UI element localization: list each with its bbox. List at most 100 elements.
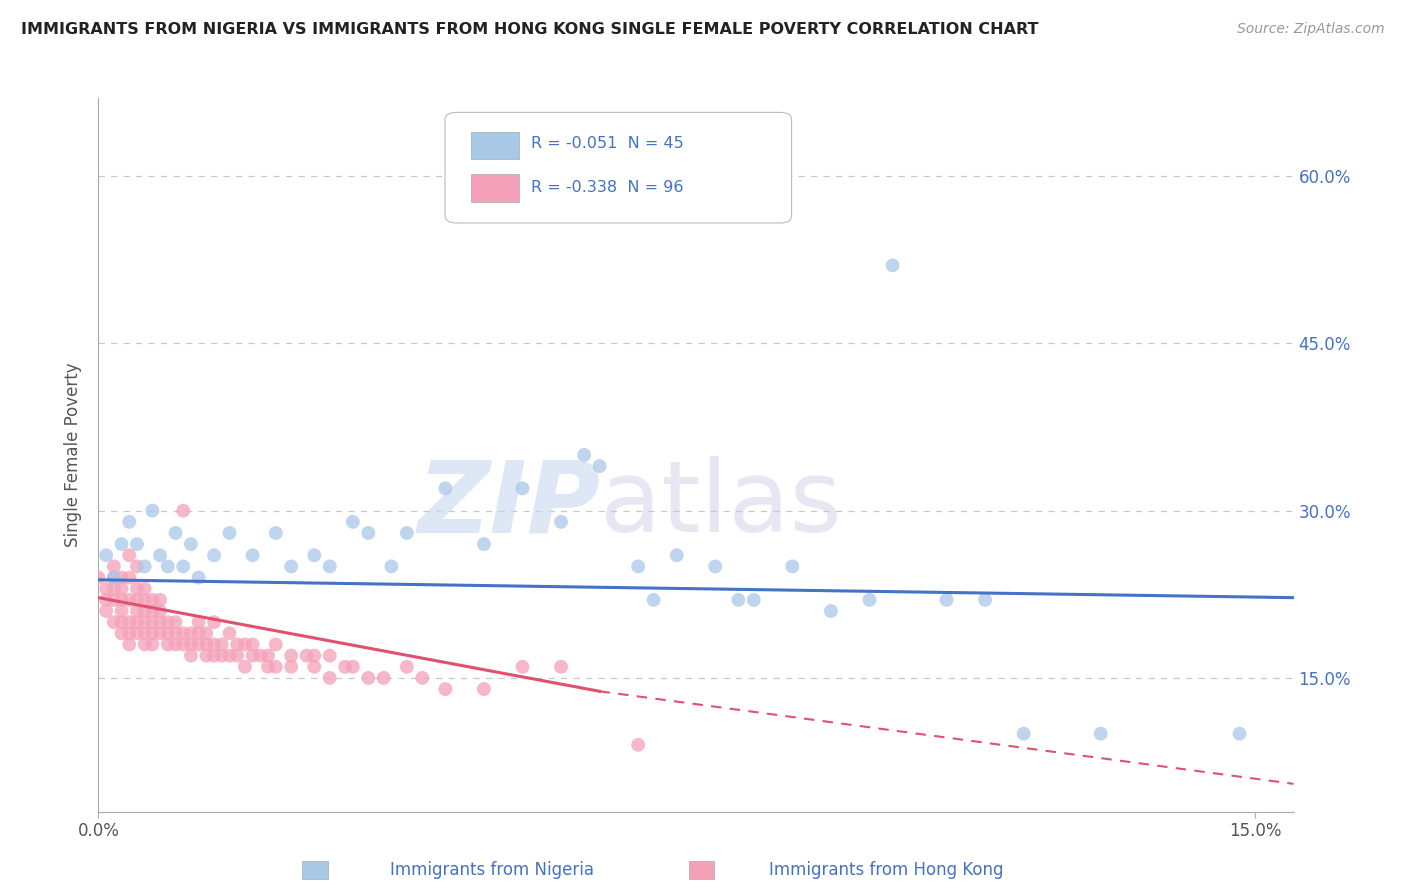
Point — [280, 648, 302, 663]
Point — [165, 637, 187, 651]
Point — [110, 537, 132, 551]
Point — [195, 648, 218, 663]
Point — [257, 660, 280, 674]
Point — [118, 571, 141, 585]
Point — [304, 548, 326, 563]
Point — [103, 571, 125, 585]
Point — [550, 515, 572, 529]
Point — [149, 615, 172, 630]
Point — [110, 592, 132, 607]
Point — [211, 648, 233, 663]
Point — [295, 648, 318, 663]
Point — [156, 626, 179, 640]
Point — [134, 604, 156, 618]
Point — [118, 615, 141, 630]
Text: atlas: atlas — [600, 457, 842, 553]
Point — [742, 592, 765, 607]
Point — [202, 648, 225, 663]
Point — [141, 592, 163, 607]
Point — [395, 525, 418, 540]
Point — [110, 604, 132, 618]
Point — [820, 604, 842, 618]
Point — [134, 559, 156, 574]
Point — [94, 604, 117, 618]
Point — [218, 626, 240, 640]
Point — [118, 515, 141, 529]
Point — [1090, 726, 1112, 740]
Point — [180, 637, 202, 651]
Point — [172, 637, 194, 651]
Point — [242, 648, 264, 663]
Point — [280, 559, 302, 574]
Point — [249, 648, 271, 663]
Point — [512, 660, 534, 674]
Point — [627, 559, 650, 574]
Point — [125, 626, 148, 640]
Point — [125, 615, 148, 630]
Point — [226, 648, 249, 663]
Point — [1229, 726, 1251, 740]
Point — [233, 637, 256, 651]
Point — [233, 660, 256, 674]
Point — [187, 571, 209, 585]
Point — [125, 559, 148, 574]
Point — [149, 604, 172, 618]
Point — [304, 660, 326, 674]
Point — [434, 681, 457, 696]
Point — [172, 503, 194, 517]
Point — [156, 637, 179, 651]
Text: R = -0.051  N = 45: R = -0.051 N = 45 — [531, 136, 683, 151]
Point — [103, 615, 125, 630]
Point — [125, 604, 148, 618]
Text: R = -0.338  N = 96: R = -0.338 N = 96 — [531, 180, 683, 194]
Point — [149, 626, 172, 640]
Point — [141, 637, 163, 651]
FancyBboxPatch shape — [444, 112, 792, 223]
Point — [195, 626, 218, 640]
Point — [202, 548, 225, 563]
Point — [118, 626, 141, 640]
Point — [165, 615, 187, 630]
Point — [395, 660, 418, 674]
Point — [141, 604, 163, 618]
Text: Immigrants from Nigeria: Immigrants from Nigeria — [389, 861, 595, 879]
Point — [165, 525, 187, 540]
Point — [165, 626, 187, 640]
Point — [242, 548, 264, 563]
Point — [782, 559, 804, 574]
Point — [118, 592, 141, 607]
Point — [156, 559, 179, 574]
Point — [110, 571, 132, 585]
Point — [357, 671, 380, 685]
Point — [280, 660, 302, 674]
Point — [134, 582, 156, 596]
Point — [373, 671, 395, 685]
Point — [218, 525, 240, 540]
Point — [211, 637, 233, 651]
Point — [974, 592, 997, 607]
Point — [110, 582, 132, 596]
Point — [333, 660, 356, 674]
Point — [134, 615, 156, 630]
Point — [94, 592, 117, 607]
Point — [195, 637, 218, 651]
Point — [472, 681, 495, 696]
Point — [342, 515, 364, 529]
Point — [94, 582, 117, 596]
Point — [572, 448, 595, 462]
Point — [187, 626, 209, 640]
Point — [935, 592, 957, 607]
Point — [264, 525, 287, 540]
Point — [125, 592, 148, 607]
Text: ZIP: ZIP — [418, 457, 600, 553]
Point — [704, 559, 727, 574]
Point — [665, 548, 688, 563]
Text: Source: ZipAtlas.com: Source: ZipAtlas.com — [1237, 22, 1385, 37]
Point — [180, 626, 202, 640]
Text: Immigrants from Hong Kong: Immigrants from Hong Kong — [769, 861, 1002, 879]
Point — [643, 592, 665, 607]
Point — [858, 592, 880, 607]
Point — [180, 537, 202, 551]
Point — [472, 537, 495, 551]
Point — [103, 559, 125, 574]
